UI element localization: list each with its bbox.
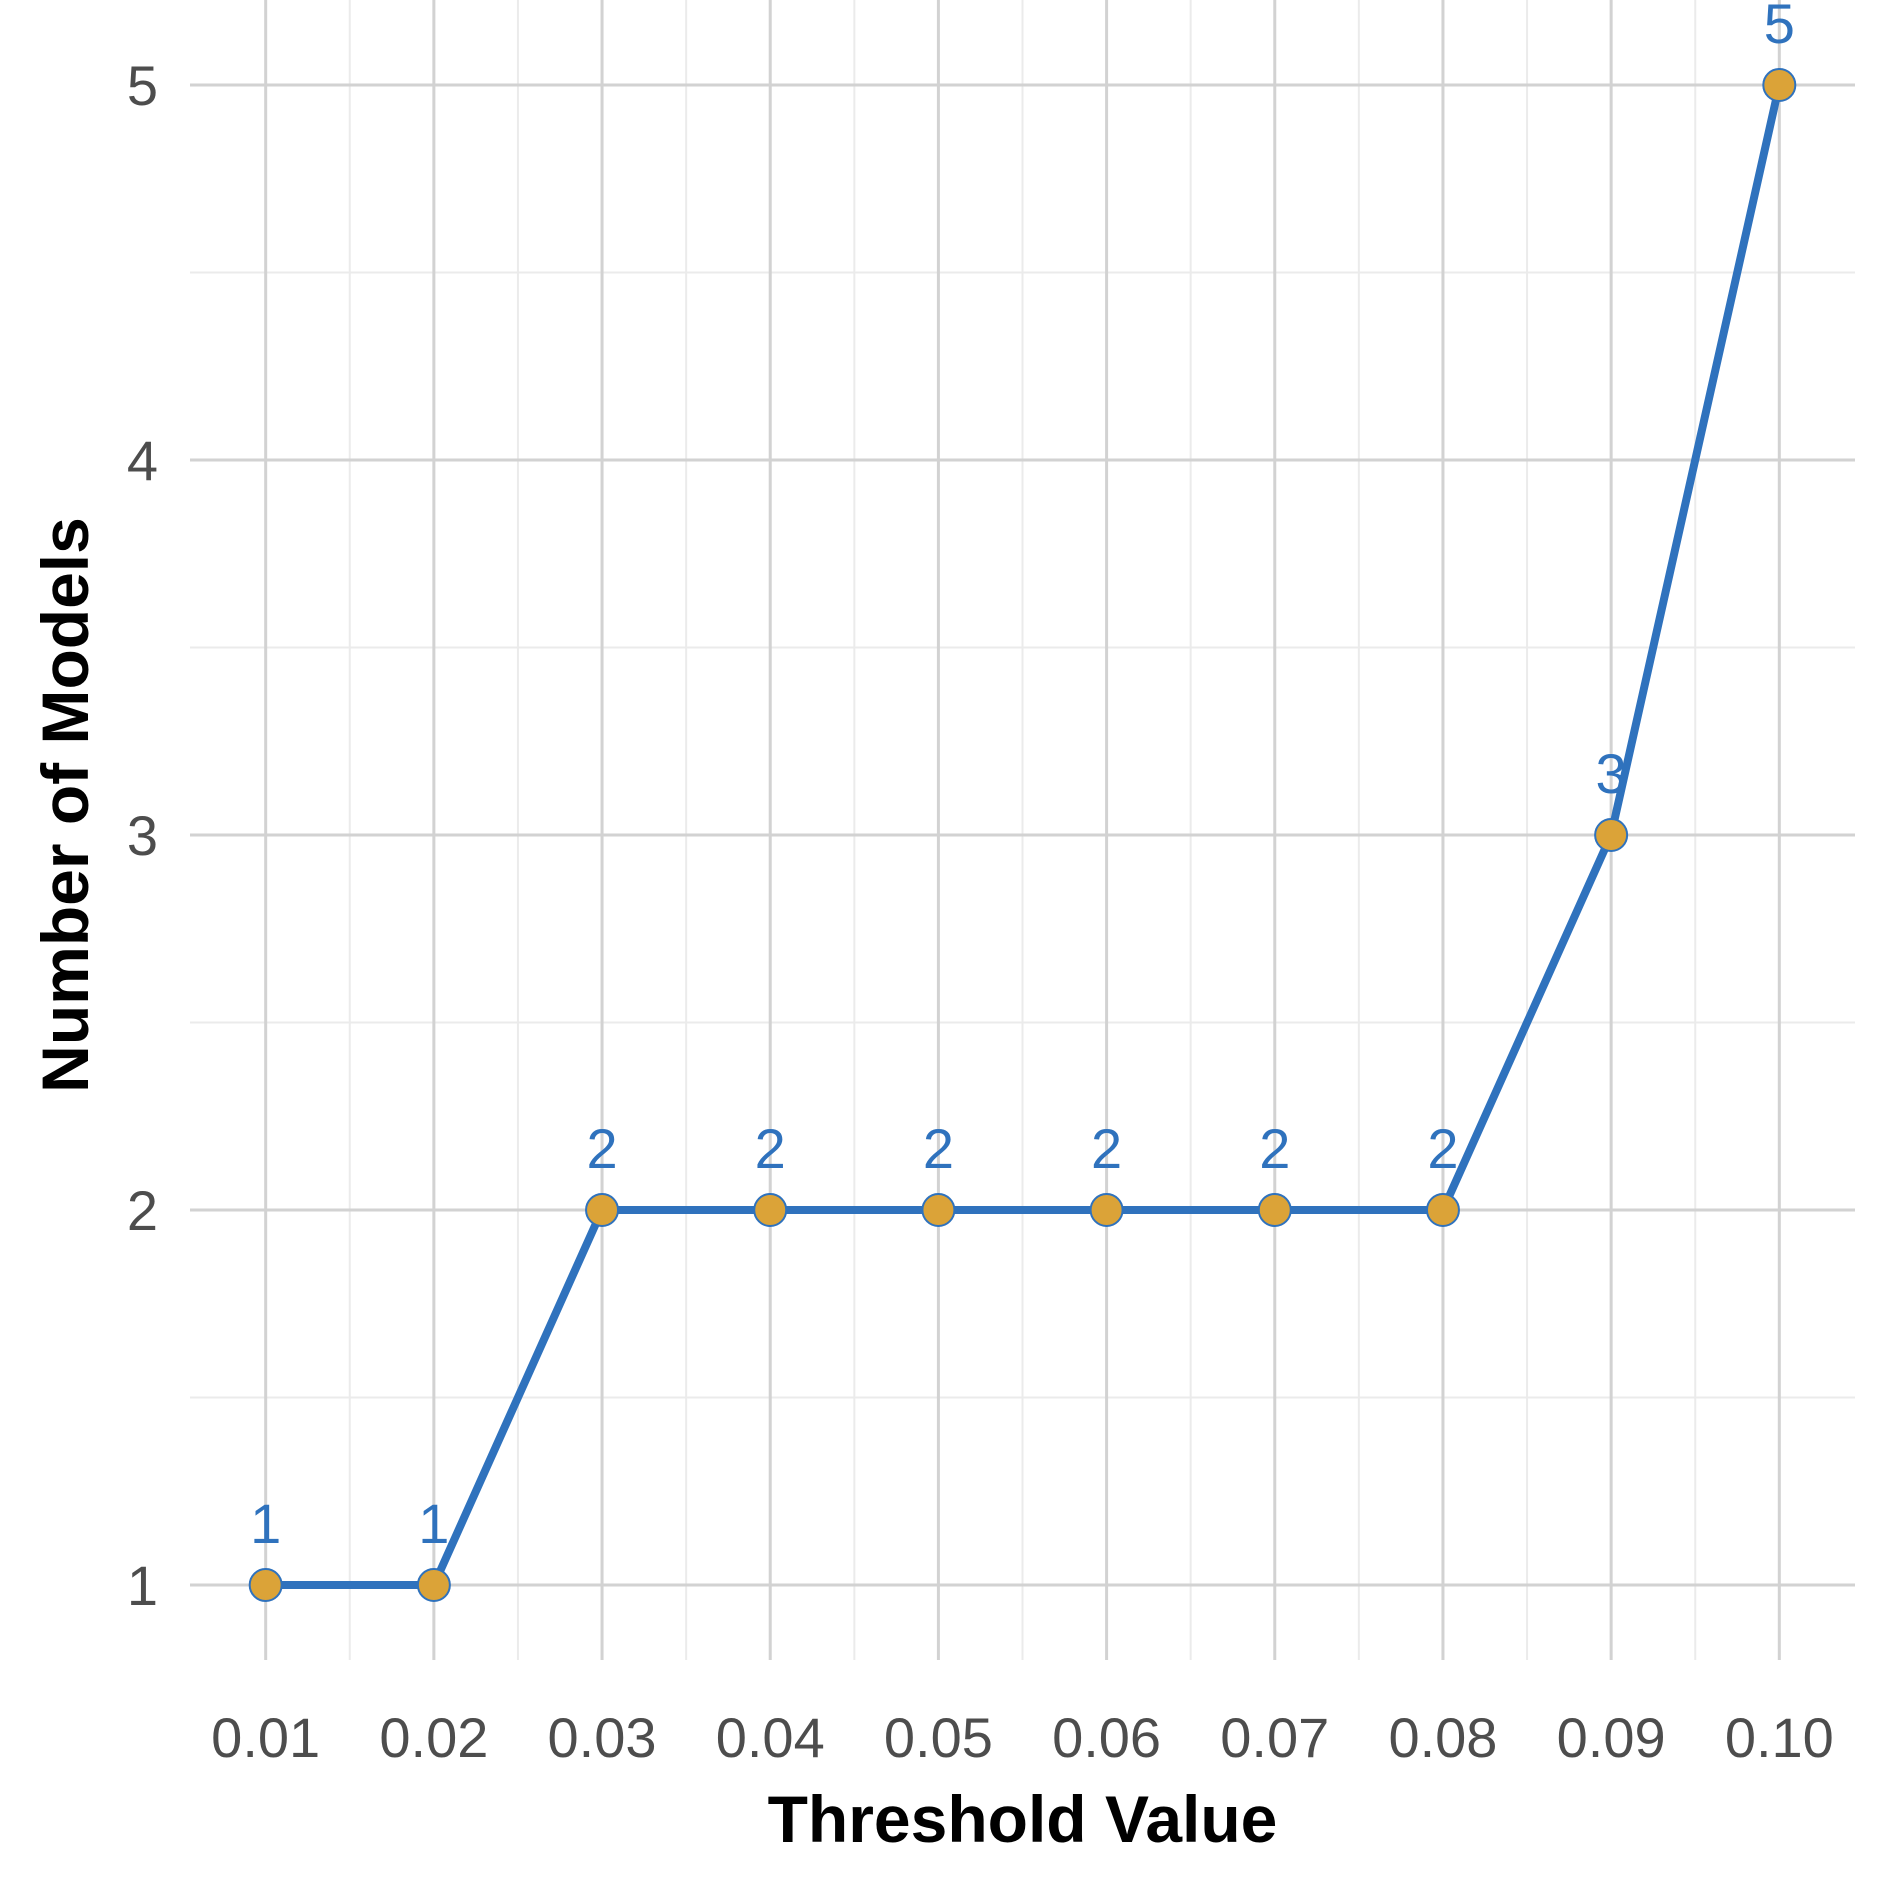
x-tick-label: 0.10 bbox=[1725, 1706, 1834, 1769]
x-tick-label: 0.03 bbox=[548, 1706, 657, 1769]
y-tick-label: 4 bbox=[127, 429, 158, 492]
x-tick-label: 0.09 bbox=[1557, 1706, 1666, 1769]
data-label: 2 bbox=[1427, 1117, 1458, 1180]
data-label: 2 bbox=[755, 1117, 786, 1180]
data-label: 2 bbox=[586, 1117, 617, 1180]
data-label: 5 bbox=[1764, 0, 1795, 55]
y-tick-labels: 1 2 3 4 5 bbox=[127, 54, 158, 1617]
y-tick-label: 2 bbox=[127, 1179, 158, 1242]
data-point bbox=[585, 1193, 620, 1227]
data-point bbox=[753, 1193, 788, 1227]
series-layer bbox=[261, 81, 1784, 1589]
data-label: 2 bbox=[1091, 1117, 1122, 1180]
x-tick-label: 0.01 bbox=[211, 1706, 320, 1769]
x-tick-label: 0.05 bbox=[884, 1706, 993, 1769]
data-point bbox=[1425, 1193, 1460, 1227]
y-tick-label: 5 bbox=[127, 54, 158, 117]
data-label: 2 bbox=[923, 1117, 954, 1180]
points-layer bbox=[248, 68, 1797, 1602]
data-point bbox=[1257, 1193, 1292, 1227]
y-tick-label: 3 bbox=[127, 804, 158, 867]
x-tick-label: 0.02 bbox=[379, 1706, 488, 1769]
data-point bbox=[248, 1568, 283, 1602]
data-point bbox=[416, 1568, 451, 1602]
data-labels-layer: 1 1 2 2 2 2 2 2 3 5 bbox=[250, 0, 1795, 1555]
data-label: 1 bbox=[250, 1492, 281, 1555]
x-tick-label: 0.08 bbox=[1388, 1706, 1497, 1769]
data-label: 3 bbox=[1596, 742, 1627, 805]
y-axis-title: Number of Models bbox=[28, 517, 102, 1093]
data-label: 2 bbox=[1259, 1117, 1290, 1180]
x-tick-labels: 0.01 0.02 0.03 0.04 0.05 0.06 0.07 0.08 0.09 0.10 bbox=[211, 1706, 1834, 1769]
y-tick-label: 1 bbox=[127, 1554, 158, 1617]
data-point bbox=[921, 1193, 956, 1227]
x-tick-label: 0.04 bbox=[716, 1706, 825, 1769]
minor-grid bbox=[190, 0, 1855, 1660]
x-axis-title: Threshold Value bbox=[768, 1782, 1278, 1856]
data-point bbox=[1594, 818, 1629, 852]
x-tick-label: 0.07 bbox=[1220, 1706, 1329, 1769]
series-line bbox=[261, 81, 1784, 1589]
data-point bbox=[1089, 1193, 1124, 1227]
x-tick-label: 0.06 bbox=[1052, 1706, 1161, 1769]
data-point bbox=[1762, 68, 1797, 102]
data-label: 1 bbox=[418, 1492, 449, 1555]
major-grid bbox=[190, 0, 1855, 1660]
